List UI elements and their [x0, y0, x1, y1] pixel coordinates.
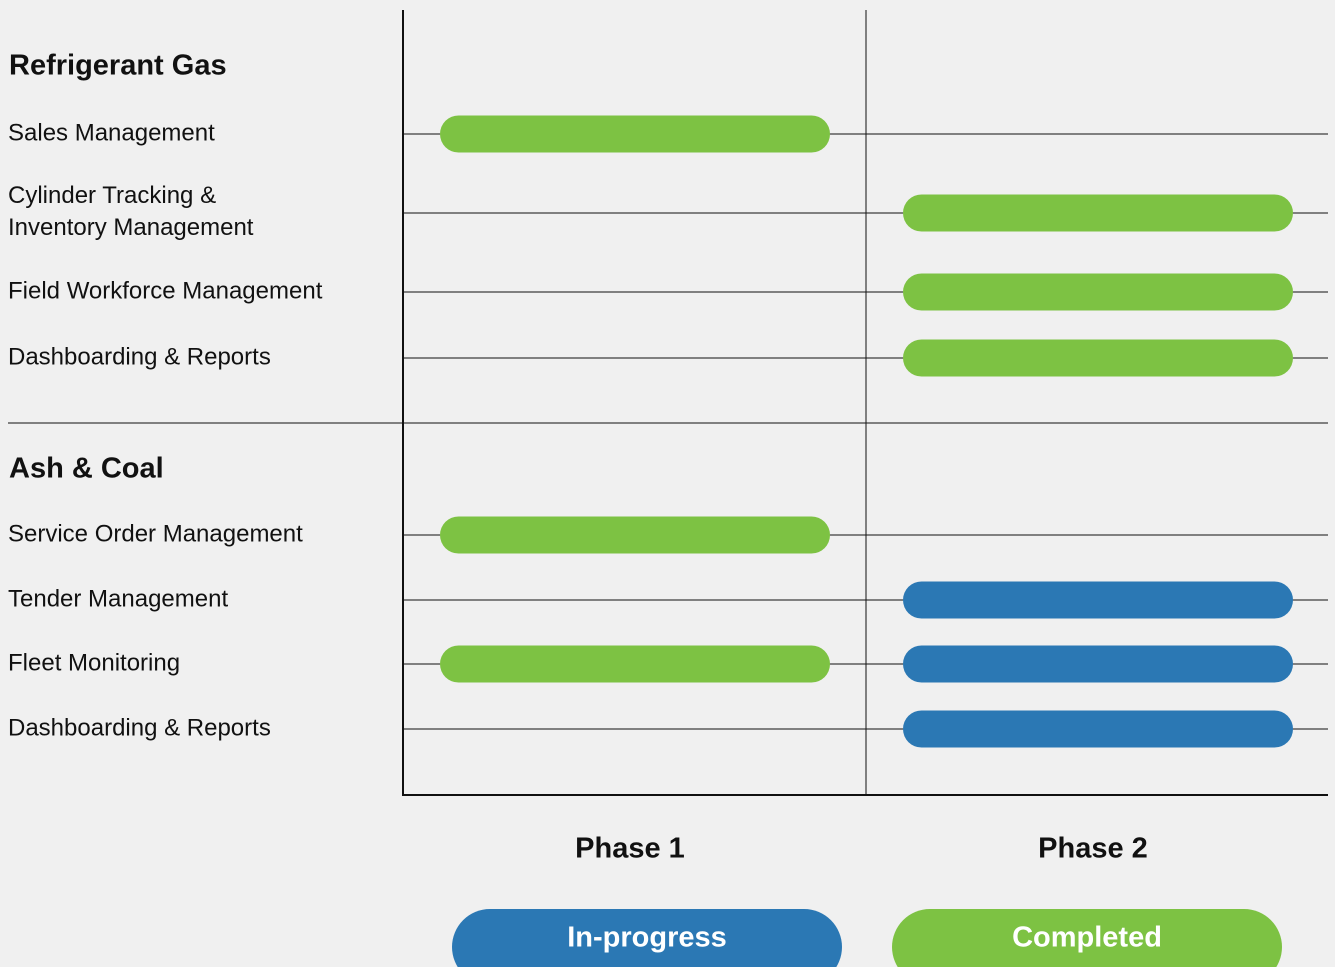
phase-bar — [903, 194, 1293, 232]
phase-bar — [903, 339, 1293, 377]
row-label: Dashboarding & Reports — [8, 343, 271, 370]
phase-bar — [903, 273, 1293, 311]
row-label: Tender Management — [8, 585, 228, 612]
phase-bar — [440, 645, 830, 683]
row-label: Fleet Monitoring — [8, 649, 180, 676]
row-label: Cylinder Tracking & Inventory Management — [8, 182, 254, 241]
legend-label: Completed — [1012, 922, 1162, 954]
row-label: Field Workforce Management — [8, 277, 323, 304]
legend-pill — [452, 909, 842, 967]
row-label: Sales Management — [8, 119, 215, 146]
phase-label: Phase 1 — [575, 833, 685, 865]
phase-bar — [440, 115, 830, 153]
legend-pill — [892, 909, 1282, 967]
group-title: Ash & Coal — [9, 453, 164, 485]
group-title: Refrigerant Gas — [9, 50, 227, 82]
phase-bar — [903, 710, 1293, 748]
legend-label: In-progress — [567, 922, 727, 954]
row-label: Service Order Management — [8, 520, 303, 547]
phase-bar — [903, 645, 1293, 683]
phase-bar — [440, 516, 830, 554]
phase-bar — [903, 581, 1293, 619]
row-label: Dashboarding & Reports — [8, 714, 271, 741]
phase-label: Phase 2 — [1038, 833, 1148, 865]
